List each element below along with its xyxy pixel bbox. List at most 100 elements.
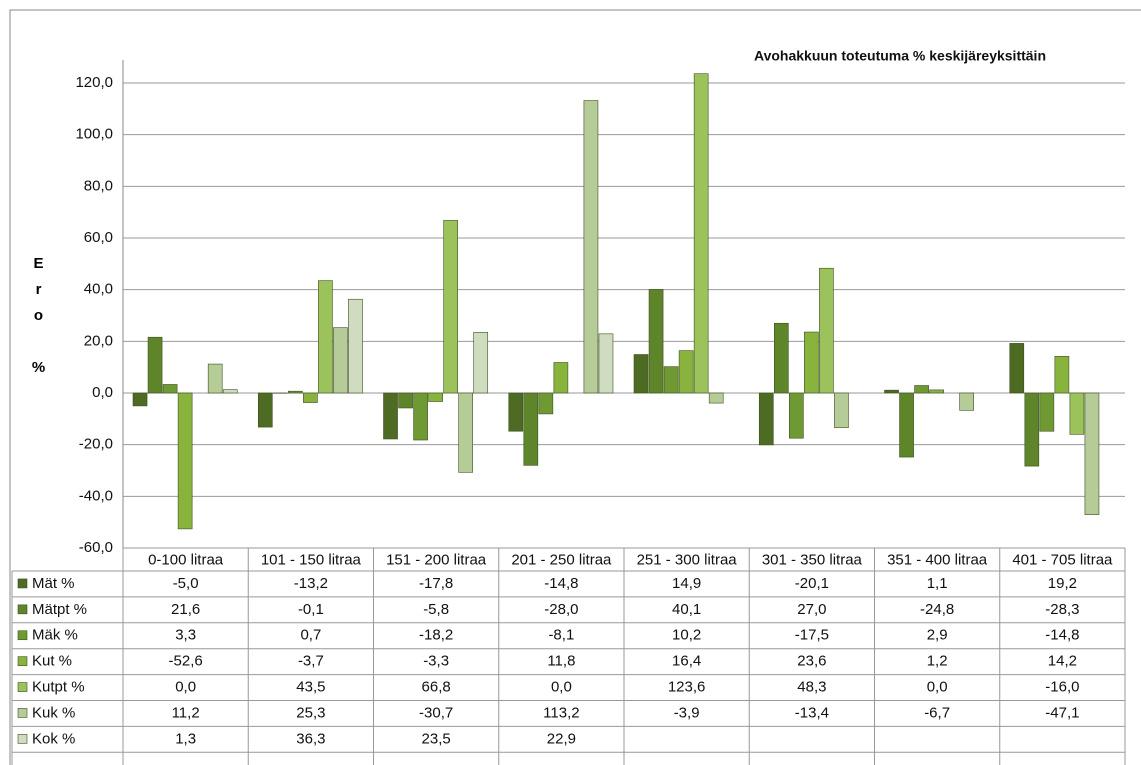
table-value: -8,1 <box>548 627 574 644</box>
legend-key <box>17 708 28 718</box>
table-value: -17,8 <box>419 575 453 592</box>
bar <box>473 331 489 394</box>
bar <box>1009 343 1025 394</box>
bar <box>819 267 834 394</box>
bar <box>663 366 679 394</box>
x-tick-label: 251 - 300 litraa <box>637 551 738 568</box>
bar <box>1024 392 1040 467</box>
bar <box>914 385 929 394</box>
table-value: 3,3 <box>175 627 196 644</box>
table-value: 14,2 <box>1048 653 1077 670</box>
bar <box>207 363 223 394</box>
table-value: -20,1 <box>795 575 829 592</box>
table-value: 25,3 <box>296 704 325 721</box>
table-value: -13,4 <box>795 704 829 721</box>
table-value: -14,8 <box>1045 627 1079 644</box>
bar <box>538 392 554 415</box>
y-tick-label: 80,0 <box>84 177 113 194</box>
chart-border <box>9 9 1141 765</box>
table-value: 2,9 <box>927 627 948 644</box>
table-value: 27,0 <box>797 601 826 618</box>
bar <box>648 289 664 394</box>
bar <box>222 389 238 394</box>
legend-key <box>17 578 28 589</box>
bar <box>318 280 333 394</box>
bar <box>929 389 944 394</box>
legend-key <box>17 630 28 641</box>
bar <box>333 327 348 394</box>
legend-key <box>17 604 28 615</box>
table-value: -3,7 <box>298 653 324 670</box>
bar <box>177 392 193 530</box>
legend-label: Mäk % <box>32 627 78 644</box>
bar <box>147 336 163 394</box>
bar <box>884 389 899 394</box>
x-tick-label: 401 - 705 litraa <box>1012 551 1113 568</box>
table-value: -18,2 <box>419 627 453 644</box>
legend-key <box>17 734 28 744</box>
bar <box>303 392 318 403</box>
bar <box>1069 392 1085 435</box>
y-tick-label: 120,0 <box>75 74 113 91</box>
table-value: -30,7 <box>419 704 453 721</box>
legend-label: Mät % <box>32 575 75 592</box>
x-tick-label: 301 - 350 litraa <box>762 551 863 568</box>
legend-label: Kuk % <box>32 704 75 721</box>
table-value: -3,9 <box>674 704 700 721</box>
bar <box>413 392 428 441</box>
y-axis-label: Ero % <box>30 255 47 385</box>
bar <box>398 392 413 409</box>
bar <box>288 390 303 394</box>
x-tick-label: 101 - 150 litraa <box>261 551 362 568</box>
x-tick-label: 0-100 litraa <box>148 551 224 568</box>
x-tick-label: 151 - 200 litraa <box>386 551 487 568</box>
table-value: -5,0 <box>173 575 199 592</box>
table-value: -16,0 <box>1045 679 1079 696</box>
bar <box>383 392 398 440</box>
y-tick-label: -20,0 <box>79 436 113 453</box>
table-value: 123,6 <box>668 679 706 696</box>
x-tick-label: 201 - 250 litraa <box>511 551 612 568</box>
table-value: -47,1 <box>1045 704 1079 721</box>
table-value: -3,3 <box>423 653 449 670</box>
table-value: -13,2 <box>294 575 328 592</box>
bar <box>508 392 524 432</box>
table-value: -52,6 <box>169 653 203 670</box>
bar <box>598 333 614 394</box>
table-value: -6,7 <box>924 704 950 721</box>
table-value: 0,0 <box>175 679 196 696</box>
table-value: 48,3 <box>797 679 826 696</box>
table-value: 1,1 <box>927 575 948 592</box>
table-value: -14,8 <box>544 575 578 592</box>
table-value: 0,0 <box>927 679 948 696</box>
bar <box>758 392 774 446</box>
table-value: 1,3 <box>175 730 196 747</box>
legend-label: Mätpt % <box>32 601 87 618</box>
bar <box>899 392 914 458</box>
bar <box>132 392 148 407</box>
bar <box>804 331 819 394</box>
table-value: 66,8 <box>422 679 451 696</box>
table-value: -28,0 <box>544 601 578 618</box>
table-value: 22,9 <box>547 730 576 747</box>
table-value: 16,4 <box>672 653 701 670</box>
table-value: 23,6 <box>797 653 826 670</box>
y-tick-label: 0,0 <box>92 384 113 401</box>
table-value: 36,3 <box>296 730 325 747</box>
table-value: 113,2 <box>543 704 579 721</box>
table-value: 14,9 <box>672 575 701 592</box>
table-value: 21,6 <box>171 601 200 618</box>
bar <box>1054 356 1070 394</box>
table-value: 40,1 <box>672 601 701 618</box>
table-value: 23,5 <box>422 730 451 747</box>
legend-label: Kok % <box>32 730 75 747</box>
table-value: -17,5 <box>795 627 829 644</box>
y-tick-label: -40,0 <box>79 487 113 504</box>
table-value: -0,1 <box>298 601 324 618</box>
table-value: -24,8 <box>920 601 954 618</box>
table-value: 11,2 <box>172 704 200 721</box>
table-value: 10,2 <box>672 627 701 644</box>
bar <box>1084 392 1100 515</box>
